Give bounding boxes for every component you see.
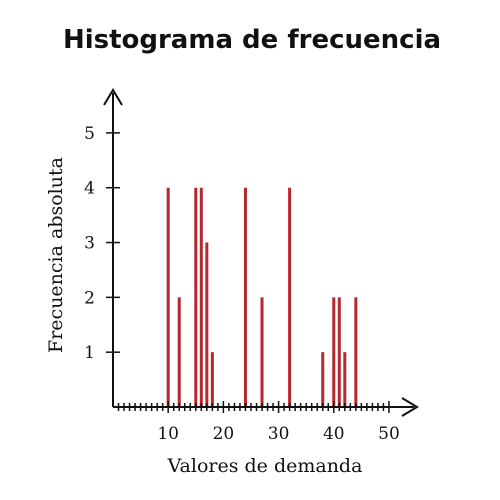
x-axis-label: Valores de demanda <box>167 455 363 477</box>
chart-title: Histograma de frecuencia <box>63 25 441 55</box>
y-tick-label: 1 <box>84 343 95 363</box>
y-tick-label: 5 <box>84 124 95 144</box>
x-tick-label: 50 <box>378 424 400 444</box>
x-axis-arrowhead <box>401 397 419 417</box>
y-axis-ticks: 1 2 3 4 5 <box>84 124 120 363</box>
x-tick-label: 20 <box>213 424 235 444</box>
y-axis-label: Frecuencia absoluta <box>45 157 67 353</box>
x-tick-label: 30 <box>268 424 290 444</box>
x-tick-label: 10 <box>157 424 179 444</box>
y-tick-label: 4 <box>84 179 95 199</box>
y-tick-label: 2 <box>84 288 95 308</box>
bars-layer <box>166 187 358 407</box>
y-axis-arrowhead <box>103 88 123 106</box>
y-tick-label: 3 <box>84 234 95 254</box>
x-axis-ticks: 10 20 30 40 50 <box>117 401 400 444</box>
x-tick-label: 40 <box>323 424 345 444</box>
